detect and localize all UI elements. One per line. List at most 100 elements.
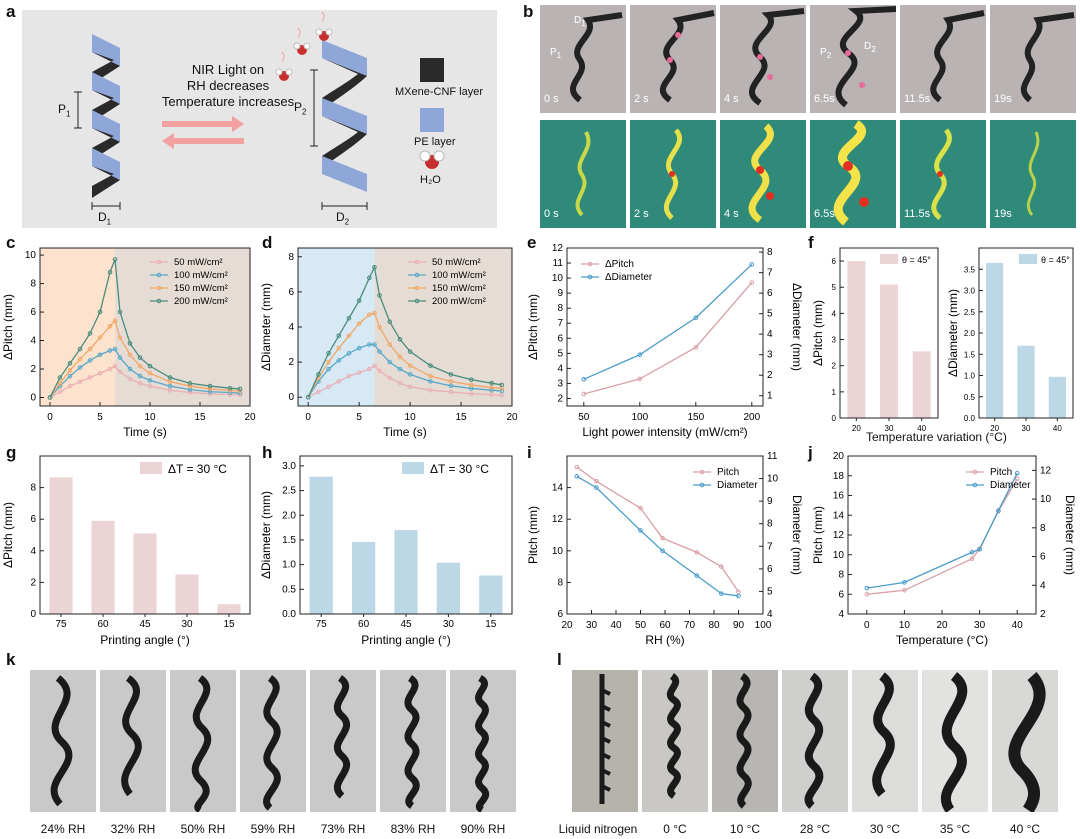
c-series-2-point-9: [127, 352, 133, 358]
photo-k-4: [310, 670, 376, 812]
caption-k-4: 73% RH: [320, 822, 366, 836]
j-ytick-label-8: 20: [833, 451, 845, 462]
j-ytick-label-2: 8: [838, 570, 844, 581]
legend-mxene-swatch: [420, 58, 444, 82]
c-shade-cooling: [115, 248, 250, 406]
photo-l-4: [852, 670, 918, 812]
c-series-3-point-12: [167, 375, 173, 380]
d-series-3-point-7: [372, 265, 377, 270]
d-series-3-point-12: [428, 363, 433, 368]
caption-k-3: 59% RH: [250, 822, 296, 836]
e-series-0-point-1: [637, 376, 643, 382]
g-ytick-label-0: 0: [30, 609, 36, 620]
panel-a-drawing: [74, 11, 445, 210]
c-series-0-point-7: [112, 363, 118, 369]
e-series-0-line: [583, 282, 753, 395]
c-series-3-point-6: [107, 269, 113, 275]
i-xtick-label-7: 90: [733, 620, 745, 631]
d-series-3-point-15: [489, 380, 494, 386]
i-series-0-point-4: [694, 550, 700, 555]
photo-k-1: [100, 670, 166, 812]
g-xtick-label-2: 45: [139, 619, 151, 630]
j-ytick-label-3: 10: [833, 550, 845, 561]
c-series-2-point-6: [107, 323, 113, 329]
c-frame: [39, 247, 251, 407]
panel-label-f: f: [808, 233, 814, 252]
f2-xtick-label-2: 40: [1053, 424, 1062, 433]
label-d1: D1: [98, 210, 112, 227]
e-series-1-point-0: [581, 377, 587, 382]
d-series-3-point-11: [407, 349, 413, 354]
c-series-1-point-6: [107, 348, 113, 353]
c-series-2-point-4: [87, 346, 93, 352]
c-series-3-point-13: [187, 380, 193, 386]
photo-k-3: [240, 670, 306, 812]
h-ytick-label-4: 2.0: [282, 510, 296, 521]
d-series-0-point-3: [336, 379, 342, 384]
c-series-2-point-16: [237, 388, 243, 394]
thermal-b-1: 2 s: [630, 120, 716, 228]
d-series-0-point-14: [468, 391, 474, 397]
photo-l-0: [572, 670, 638, 812]
f2-ylabel: ΔDiameter (mm): [946, 289, 960, 377]
d-series-2-line: [307, 312, 502, 398]
i-series-1-point-2: [638, 528, 643, 533]
i-xtick-label-5: 70: [684, 620, 696, 631]
d-ytick-label-3: 6: [288, 287, 294, 298]
c-series-1-point-5: [97, 352, 103, 358]
f1-legend-swatch: [880, 254, 898, 264]
g-ytick-label-3: 6: [30, 514, 36, 525]
f1-ytick-label-3: 3: [832, 336, 837, 345]
i-ytick-right-label-1: 5: [767, 586, 773, 597]
c-series-1-point-10: [137, 373, 143, 379]
photo-b-top-3: 6.5s P2 D2: [810, 5, 896, 113]
c-series-1-point-11: [147, 378, 153, 383]
d-series-2-point-8: [377, 324, 382, 330]
photo-b-top-0: 0 s P1 D1: [540, 5, 626, 113]
h-bar-4: [479, 575, 503, 614]
c-ytick-label-2: 4: [30, 336, 36, 347]
f1-ylabel: ΔPitch (mm): [811, 300, 825, 366]
j-ytick-label-7: 18: [833, 471, 845, 482]
h-xtick-label-4: 15: [485, 619, 497, 630]
c-legend-label-2: 150 mW/cm²: [174, 283, 228, 294]
thermal-b-5: 19s: [990, 120, 1076, 228]
c-series-1-line: [49, 348, 241, 398]
f1-ytick-label-0: 0: [832, 414, 837, 423]
e-ytick-right-label-7: 8: [767, 247, 773, 258]
c-legend-label-1: 100 mW/cm²: [174, 270, 228, 281]
j-series-1-point-4: [996, 508, 1001, 513]
d-ytick-label-4: 8: [288, 252, 294, 263]
c-series-3-point-1: [57, 375, 63, 380]
i-series-0-point-5: [719, 564, 724, 569]
d-legend-marker-1: [414, 272, 420, 278]
e-legend-marker-0: [587, 261, 593, 267]
g-ytick-label-2: 4: [30, 546, 36, 557]
label-d2: D2: [336, 210, 350, 227]
d-series-2-point-3: [336, 345, 342, 351]
caption-l-5: 35 °C: [939, 822, 971, 836]
chart-c: 0 2 4 6 8 10 ΔPitch (mm) Time (s) 0 5 10 15 20 50 mW/…: [1, 247, 256, 439]
f2-xtick-label-1: 30: [1022, 424, 1031, 433]
photo-k-0: [30, 670, 96, 812]
e-xtick-label-0: 50: [578, 412, 590, 423]
e-ytick-label-6: 8: [557, 303, 563, 314]
j-series-0-point-2: [969, 556, 975, 561]
photo-k-6: [450, 670, 516, 812]
h-xtick-label-1: 60: [358, 619, 370, 630]
c-shade-heating: [40, 248, 115, 406]
j-legend-label-1: Diameter: [990, 480, 1031, 491]
e-series-0-point-2: [693, 345, 699, 350]
j-series-0-line: [866, 478, 1018, 595]
stimulus-line2: RH decreases: [186, 78, 270, 93]
label-p1: P1: [58, 102, 71, 119]
legend-h2o-label: H₂O: [420, 174, 441, 186]
c-series-3-point-3: [77, 346, 83, 352]
d-legend-marker-0: [414, 259, 420, 265]
d-series-3-point-14: [468, 377, 474, 382]
photo-b-top-5: 19s: [990, 5, 1076, 113]
c-xtick-label-2: 10: [144, 412, 156, 423]
e-xlabel: Light power intensity (mW/cm²): [582, 425, 747, 439]
legend-water-icon: [419, 150, 445, 169]
chart-h: 0.0 0.5 1.0 1.5 2.0 2.5 3.0 ΔDiameter (mm) Print…: [259, 455, 513, 647]
